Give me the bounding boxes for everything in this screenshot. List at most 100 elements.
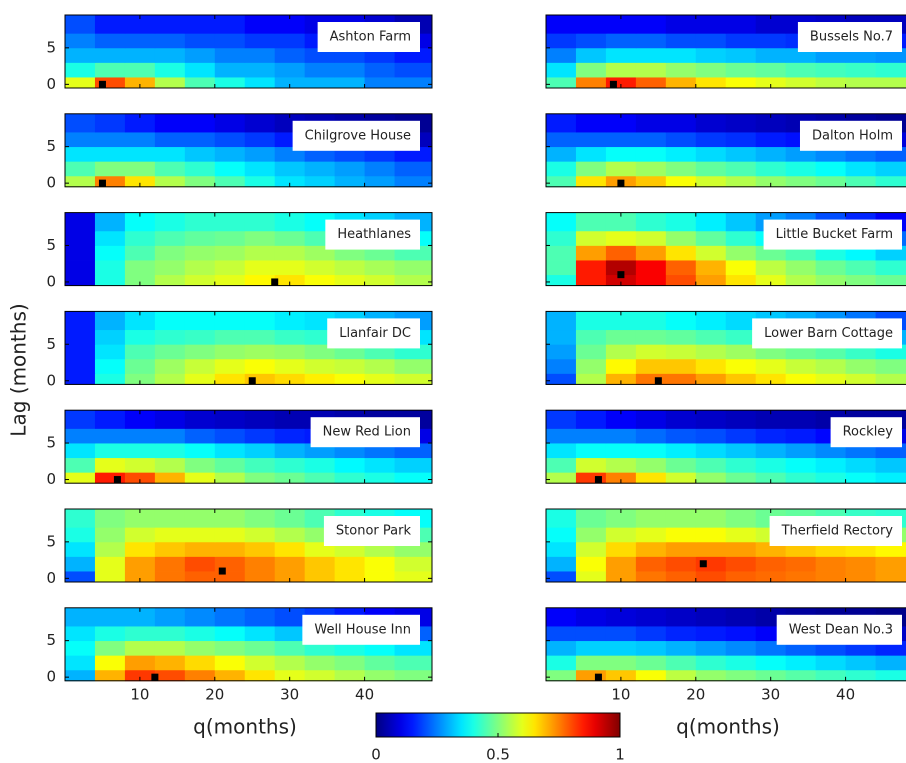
heat-cell [635, 410, 667, 429]
heat-cell [65, 146, 96, 162]
heat-cell [94, 274, 126, 286]
heat-cell [695, 556, 727, 572]
heat-cell [334, 77, 365, 89]
colorbar-tick-label: 0.5 [486, 746, 510, 763]
heat-cell [65, 47, 96, 63]
heat-cell [214, 245, 246, 261]
heat-cell [755, 472, 787, 484]
heat-cell [304, 260, 336, 276]
heat-cell [575, 509, 607, 528]
heat-cell [65, 62, 96, 78]
heat-cell [546, 15, 577, 34]
heat-cell [244, 527, 276, 543]
heat-cell [695, 640, 727, 656]
heat-cell [725, 161, 757, 177]
heat-cell [364, 260, 395, 276]
heat-cell [334, 274, 365, 286]
heat-cell [875, 175, 906, 188]
heat-cell [875, 373, 906, 385]
heat-cell [725, 274, 757, 286]
heat-cell [304, 175, 336, 188]
heat-cell [845, 373, 876, 385]
heat-cell [605, 245, 637, 261]
heat-cell [94, 410, 126, 429]
heat-cell [214, 175, 246, 188]
heat-cell [665, 527, 697, 543]
heat-cell [546, 132, 577, 148]
peak-marker [617, 179, 625, 187]
peak-marker [609, 80, 617, 88]
heat-cell [635, 175, 667, 188]
heat-cell [244, 358, 276, 374]
panel-frame [545, 212, 906, 287]
heat-cell [546, 230, 577, 246]
heat-cell [575, 15, 607, 34]
x-axis-label: q(months) [676, 715, 780, 739]
heat-cell [665, 472, 697, 484]
heat-cell [575, 175, 607, 188]
heat-cell [815, 571, 846, 583]
heat-cell [244, 230, 276, 246]
heat-cell [875, 556, 906, 572]
heat-cell [274, 472, 306, 484]
heat-cell [65, 669, 96, 682]
heat-cell [304, 274, 336, 286]
heat-cell [695, 274, 727, 286]
heat-cell [695, 443, 727, 459]
panel-frame [64, 113, 433, 188]
heat-cell [65, 311, 96, 331]
panel-title: Therfield Rectory [781, 524, 894, 539]
peak-marker [594, 476, 602, 484]
heat-cell [154, 245, 186, 261]
heat-cell [124, 509, 156, 528]
heat-cell [364, 669, 395, 682]
heat-cell [184, 132, 216, 148]
y-tick-label: 0 [46, 272, 56, 290]
heat-cell [184, 428, 216, 444]
heat-cell [665, 212, 697, 232]
heat-cell [575, 669, 607, 682]
heat-cell [665, 132, 697, 148]
heat-cell [665, 15, 697, 34]
heat-cell [605, 274, 637, 286]
peak-marker [594, 673, 602, 681]
heat-cell [815, 472, 846, 484]
heat-cell [695, 212, 727, 232]
heat-cell [274, 358, 306, 374]
heat-cell [214, 329, 246, 345]
heat-cell [154, 175, 186, 188]
heat-cell [65, 443, 96, 459]
heat-cell [785, 175, 817, 188]
heat-cell [546, 161, 577, 177]
heat-cell [635, 77, 667, 89]
heat-cell [334, 669, 365, 682]
heat-cell [815, 175, 846, 188]
heat-cell [364, 655, 395, 671]
heat-cell [244, 509, 276, 528]
heat-cell [94, 62, 126, 78]
title-box [752, 318, 902, 349]
heat-cell [94, 245, 126, 261]
heat-cell [665, 62, 697, 78]
heat-cell [65, 15, 96, 34]
heat-cell [94, 640, 126, 656]
heat-cell [635, 626, 667, 642]
heat-cell [665, 410, 697, 429]
heat-cell [635, 669, 667, 682]
heat-cell [635, 607, 667, 627]
heat-cell [815, 669, 846, 682]
y-tick-label: 0 [46, 371, 56, 389]
heat-cell [334, 161, 365, 177]
heat-cell [154, 212, 186, 232]
heat-cell [244, 541, 276, 557]
heat-cell [695, 607, 727, 627]
heat-cell [665, 428, 697, 444]
heat-cell [875, 161, 906, 177]
heat-cell [154, 230, 186, 246]
heat-cell [124, 428, 156, 444]
heat-cell [546, 62, 577, 78]
heat-cell [575, 607, 607, 627]
heat-cell [394, 175, 433, 188]
heat-cell [635, 472, 667, 484]
heat-cell [605, 457, 637, 473]
